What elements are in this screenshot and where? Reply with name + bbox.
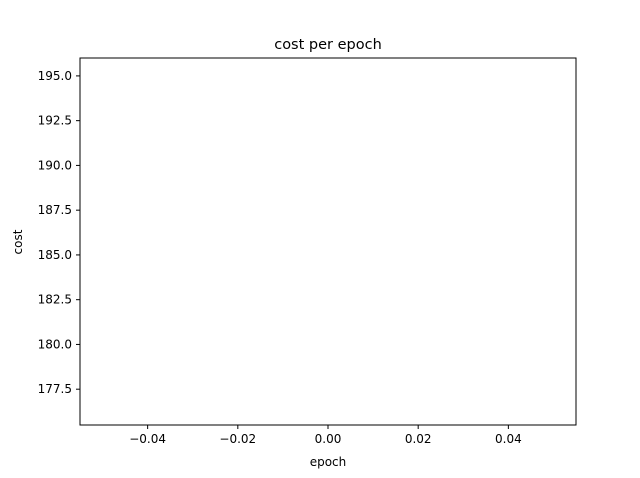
y-tick-label: 190.0 [38, 158, 72, 172]
y-axis-ticks: 177.5 180.0 182.5 185.0 187.5 190.0 192.5 195.0 [38, 69, 80, 396]
plot-area [79, 57, 577, 426]
chart-title: cost per epoch [274, 37, 382, 53]
x-tick-label: −0.02 [219, 432, 256, 446]
y-axis-label: cost [11, 229, 25, 254]
y-tick-label: 177.5 [38, 382, 72, 396]
x-tick-label: 0.04 [495, 432, 522, 446]
x-axis-ticks: −0.04 −0.02 0.00 0.02 0.04 [129, 425, 522, 446]
x-tick-label: −0.04 [129, 432, 166, 446]
y-tick-label: 187.5 [38, 203, 72, 217]
x-tick-label: 0.00 [315, 432, 342, 446]
x-axis-label: epoch [310, 455, 347, 469]
y-tick-label: 185.0 [38, 248, 72, 262]
y-tick-label: 180.0 [38, 337, 72, 351]
y-tick-label: 192.5 [38, 114, 72, 128]
y-tick-label: 195.0 [38, 69, 72, 83]
y-tick-label: 182.5 [38, 293, 72, 307]
x-tick-label: 0.02 [405, 432, 432, 446]
